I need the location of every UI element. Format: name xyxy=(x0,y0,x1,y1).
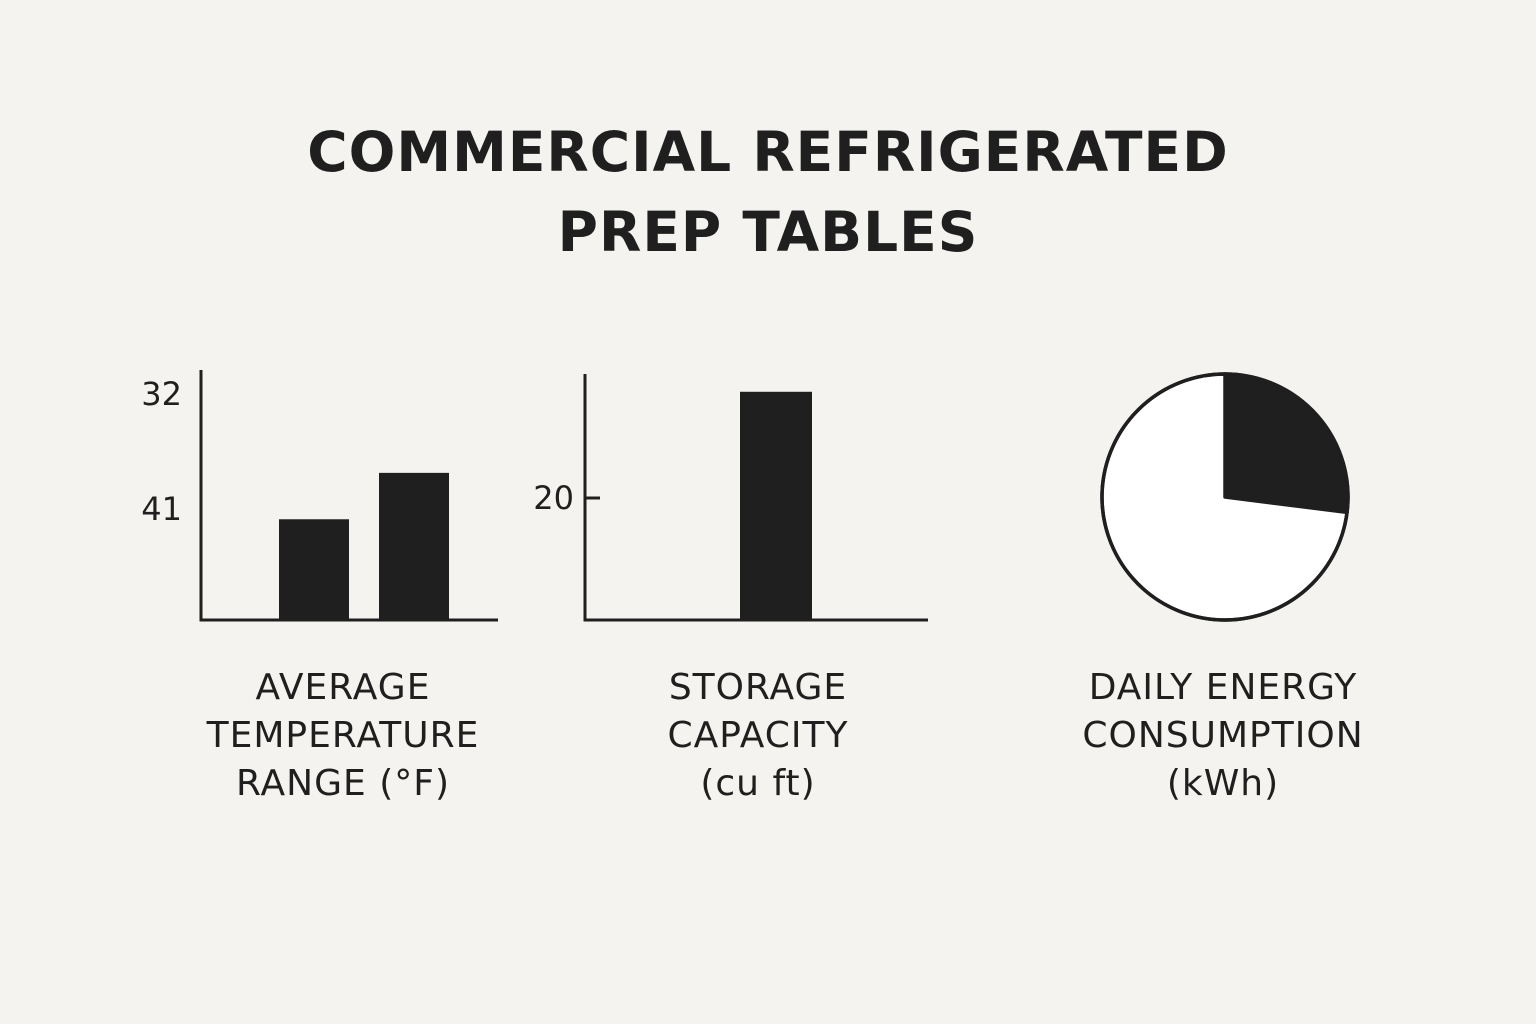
storage-caption-line-3: (cu ft) xyxy=(700,763,816,804)
temperature-bars xyxy=(279,472,449,620)
energy-chart-caption: DAILY ENERGY CONSUMPTION (kWh) xyxy=(1030,664,1416,808)
energy-caption-line-3: (kWh) xyxy=(1166,763,1280,804)
temperature-tick-label-41: 41 xyxy=(141,490,182,528)
temperature-tick-label-32: 32 xyxy=(141,375,182,413)
storage-chart: 20 xyxy=(533,374,928,622)
storage-caption-line-1: STORAGE xyxy=(668,667,848,708)
energy-pie-chart xyxy=(1100,372,1350,622)
page-title-line-1: COMMERCIAL REFRIGERATED xyxy=(307,120,1229,184)
energy-caption-line-2: CONSUMPTION xyxy=(1082,715,1364,756)
energy-caption-line-1: DAILY ENERGY xyxy=(1088,667,1358,708)
temperature-bar-2 xyxy=(379,472,449,620)
temperature-caption-line-1: AVERAGE xyxy=(255,667,431,708)
energy-pie-outline xyxy=(1100,372,1350,622)
temperature-caption-line-2: TEMPERATURE xyxy=(206,715,480,756)
temperature-bar-1 xyxy=(279,519,349,620)
page-title-line-2: PREP TABLES xyxy=(557,200,979,264)
storage-tick-label-20: 20 xyxy=(533,479,574,517)
temperature-chart-caption: AVERAGE TEMPERATURE RANGE (°F) xyxy=(150,664,536,808)
temperature-caption-line-3: RANGE (°F) xyxy=(236,763,450,804)
storage-bar-1 xyxy=(740,391,812,620)
page-title: COMMERCIAL REFRIGERATED PREP TABLES xyxy=(0,112,1536,272)
storage-chart-caption: STORAGE CAPACITY (cu ft) xyxy=(566,664,950,808)
storage-caption-line-2: CAPACITY xyxy=(667,715,849,756)
storage-bars xyxy=(740,391,812,620)
energy-pie-slice-1 xyxy=(1223,372,1350,515)
temperature-chart: 32 41 xyxy=(141,370,498,622)
